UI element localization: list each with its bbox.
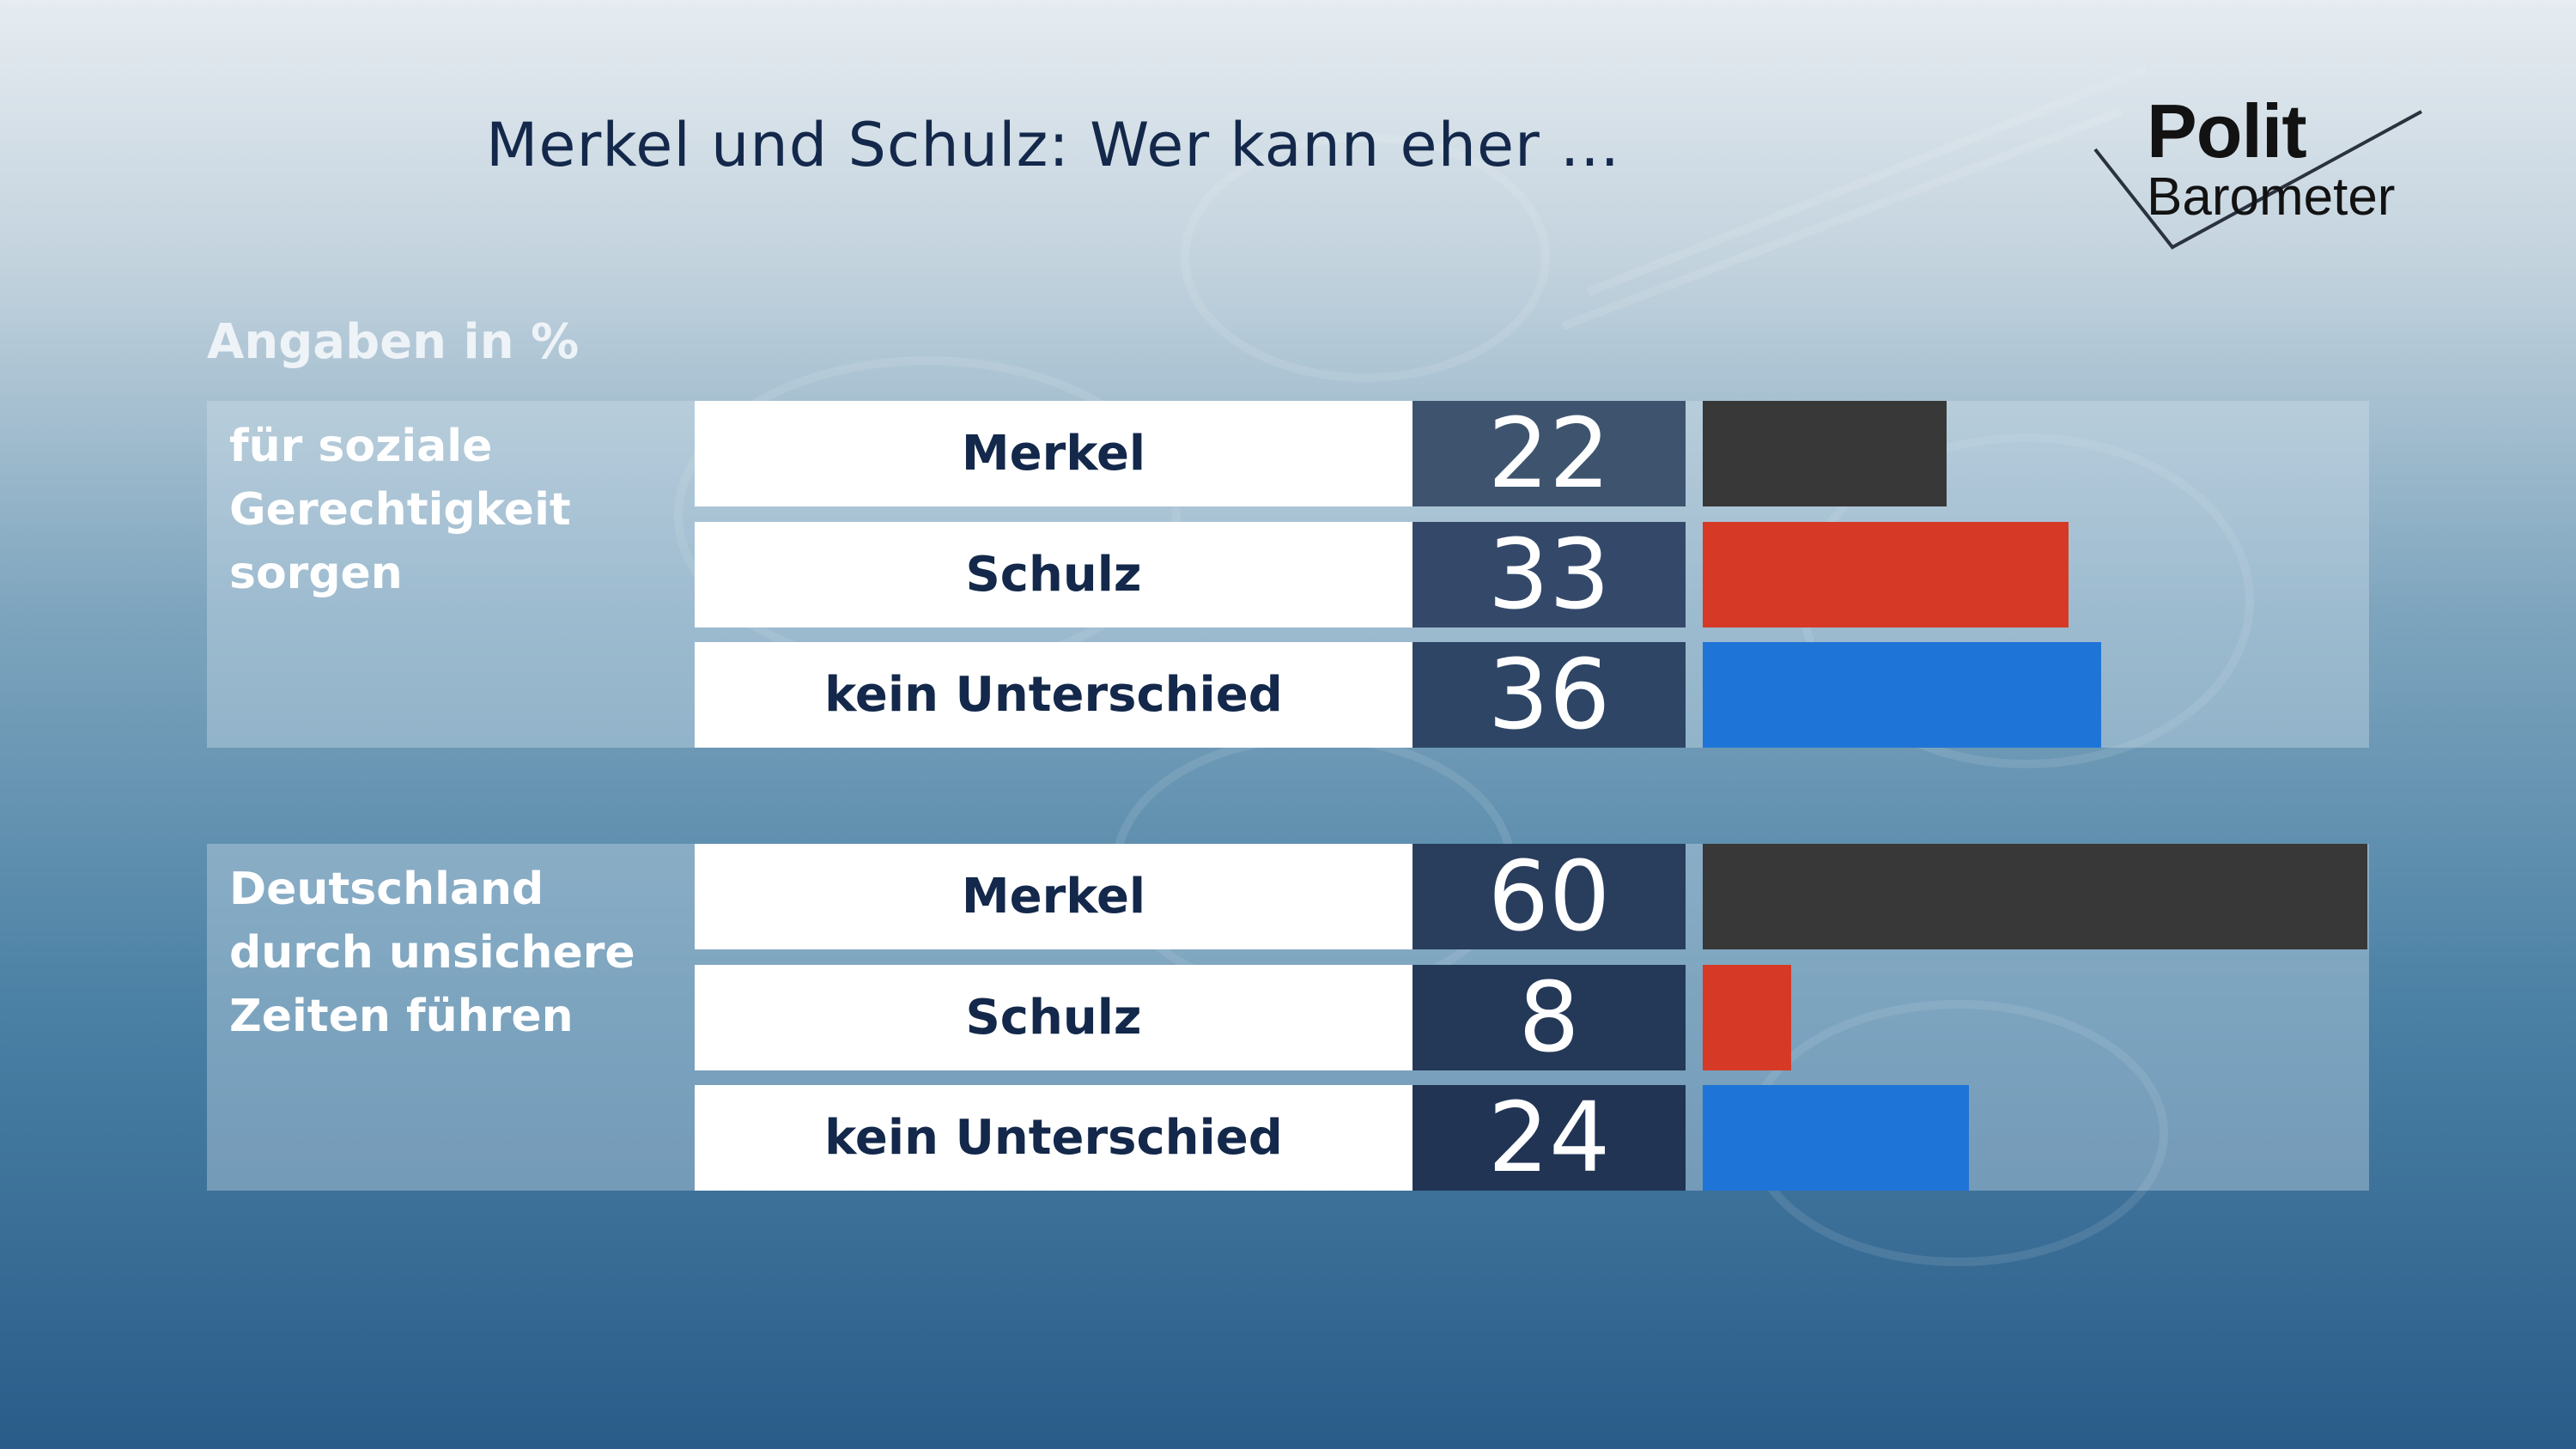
politbarometer-logo: Polit Barometer	[2087, 86, 2430, 258]
bar	[1703, 965, 1792, 1070]
value-label: 33	[1413, 519, 1686, 631]
unit-note: Angaben in %	[207, 314, 580, 370]
bar	[1703, 844, 2367, 949]
category-label: Schulz	[695, 522, 1413, 627]
value-label: 60	[1413, 841, 1686, 953]
bar-row: Schulz 8	[207, 962, 2369, 1074]
logo-text-bottom: Barometer	[2147, 167, 2396, 227]
value-label: 8	[1413, 962, 1686, 1074]
bar-row: Schulz 33	[207, 519, 2369, 631]
value-label: 36	[1413, 640, 1686, 751]
bar	[1703, 401, 1947, 506]
bar	[1703, 642, 2102, 748]
group-label: Deutschland durch unsichere Zeiten führe…	[229, 864, 635, 1042]
category-label: kein Unterschied	[695, 1085, 1413, 1191]
bar-row: Merkel 60	[207, 841, 2369, 953]
bar-row: kein Unterschied 24	[207, 1082, 2369, 1194]
category-label: kein Unterschied	[695, 642, 1413, 748]
bar-row: Merkel 22	[207, 398, 2369, 510]
bar	[1703, 522, 2069, 627]
group-panel: Deutschland durch unsichere Zeiten führe…	[207, 841, 2369, 1194]
category-label: Merkel	[695, 844, 1413, 949]
checkmark-icon	[2093, 110, 2422, 250]
value-label: 22	[1413, 398, 1686, 510]
value-label: 24	[1413, 1082, 1686, 1194]
category-label: Schulz	[695, 965, 1413, 1070]
category-label: Merkel	[695, 401, 1413, 506]
bar-row: kein Unterschied 36	[207, 640, 2369, 751]
bar	[1703, 1085, 1969, 1191]
group-panel: für soziale Gerechtigkeit sorgen Merkel …	[207, 398, 2369, 751]
chart-title: Merkel und Schulz: Wer kann eher ...	[486, 110, 1620, 180]
group-label: für soziale Gerechtigkeit sorgen	[229, 421, 571, 599]
logo-text-top: Polit	[2147, 88, 2307, 173]
